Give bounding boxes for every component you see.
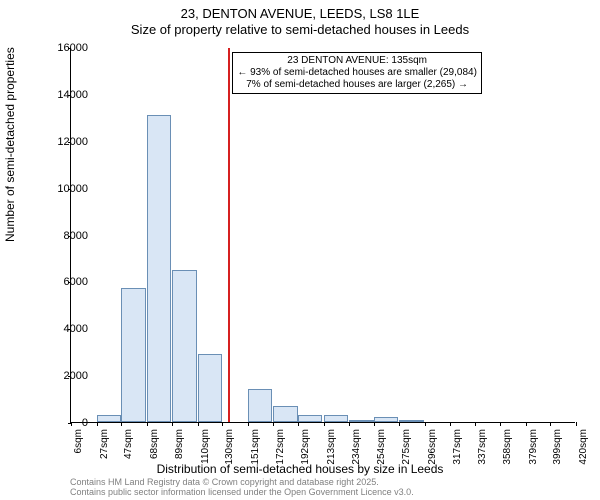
x-tick — [248, 422, 249, 426]
x-tick — [399, 422, 400, 426]
x-tick-label: 6sqm — [73, 429, 84, 479]
x-tick-label: 172sqm — [275, 429, 286, 479]
x-tick — [374, 422, 375, 426]
histogram-bar — [298, 415, 323, 422]
y-axis-label: Number of semi-detached properties — [3, 47, 17, 242]
x-tick-label: 379sqm — [528, 429, 539, 479]
histogram-bar — [172, 270, 197, 422]
x-tick — [198, 422, 199, 426]
x-tick-label: 296sqm — [427, 429, 438, 479]
x-tick — [526, 422, 527, 426]
x-tick — [349, 422, 350, 426]
annotation-line2: ← 93% of semi-detached houses are smalle… — [237, 67, 477, 79]
x-tick-label: 192sqm — [300, 429, 311, 479]
x-tick — [147, 422, 148, 426]
x-tick — [97, 422, 98, 426]
histogram-bar — [121, 288, 146, 422]
y-tick-label: 12000 — [38, 136, 88, 148]
x-tick — [172, 422, 173, 426]
x-tick-label: 420sqm — [578, 429, 589, 479]
chart-title-line1: 23, DENTON AVENUE, LEEDS, LS8 1LE — [0, 6, 600, 21]
y-tick-label: 16000 — [38, 42, 88, 54]
x-tick — [500, 422, 501, 426]
annotation-line1: 23 DENTON AVENUE: 135sqm — [237, 55, 477, 67]
annotation-box: 23 DENTON AVENUE: 135sqm← 93% of semi-de… — [232, 52, 482, 94]
credits: Contains HM Land Registry data © Crown c… — [70, 478, 414, 498]
credits-line2: Contains public sector information licen… — [70, 488, 414, 498]
x-tick-label: 337sqm — [477, 429, 488, 479]
y-tick-label: 4000 — [38, 323, 88, 335]
histogram-bar — [349, 420, 374, 422]
x-tick-label: 89sqm — [174, 429, 185, 479]
x-tick-label: 213sqm — [326, 429, 337, 479]
x-tick — [576, 422, 577, 426]
x-tick-label: 234sqm — [351, 429, 362, 479]
x-tick — [450, 422, 451, 426]
x-tick-label: 399sqm — [552, 429, 563, 479]
x-tick-label: 130sqm — [224, 429, 235, 479]
histogram-bar — [374, 417, 399, 422]
chart-title-line2: Size of property relative to semi-detach… — [0, 22, 600, 37]
y-tick-label: 6000 — [38, 276, 88, 288]
x-tick — [475, 422, 476, 426]
x-tick-label: 151sqm — [250, 429, 261, 479]
histogram-bar — [324, 415, 349, 422]
histogram-bar — [273, 406, 298, 422]
x-tick-label: 47sqm — [123, 429, 134, 479]
x-tick-label: 358sqm — [502, 429, 513, 479]
plot-area: 23 DENTON AVENUE: 135sqm← 93% of semi-de… — [70, 48, 575, 423]
histogram-bar — [97, 415, 122, 422]
histogram-bar — [399, 420, 424, 422]
histogram-bar — [198, 354, 223, 422]
x-tick — [298, 422, 299, 426]
x-tick — [550, 422, 551, 426]
x-tick — [222, 422, 223, 426]
x-tick — [273, 422, 274, 426]
x-tick-label: 254sqm — [376, 429, 387, 479]
reference-vline — [228, 48, 230, 422]
y-tick-label: 2000 — [38, 370, 88, 382]
histogram-bar — [248, 389, 273, 422]
y-tick-label: 10000 — [38, 183, 88, 195]
annotation-line3: 7% of semi-detached houses are larger (2… — [237, 79, 477, 91]
chart-title-block: 23, DENTON AVENUE, LEEDS, LS8 1LE Size o… — [0, 6, 600, 37]
y-tick-label: 0 — [38, 417, 88, 429]
x-tick — [121, 422, 122, 426]
x-tick-label: 68sqm — [149, 429, 160, 479]
x-tick-label: 110sqm — [200, 429, 211, 479]
y-tick-label: 8000 — [38, 230, 88, 242]
x-tick-label: 27sqm — [99, 429, 110, 479]
x-tick — [425, 422, 426, 426]
histogram-bar — [147, 115, 172, 422]
x-tick — [324, 422, 325, 426]
x-tick-label: 275sqm — [401, 429, 412, 479]
x-tick-label: 317sqm — [452, 429, 463, 479]
y-tick-label: 14000 — [38, 89, 88, 101]
